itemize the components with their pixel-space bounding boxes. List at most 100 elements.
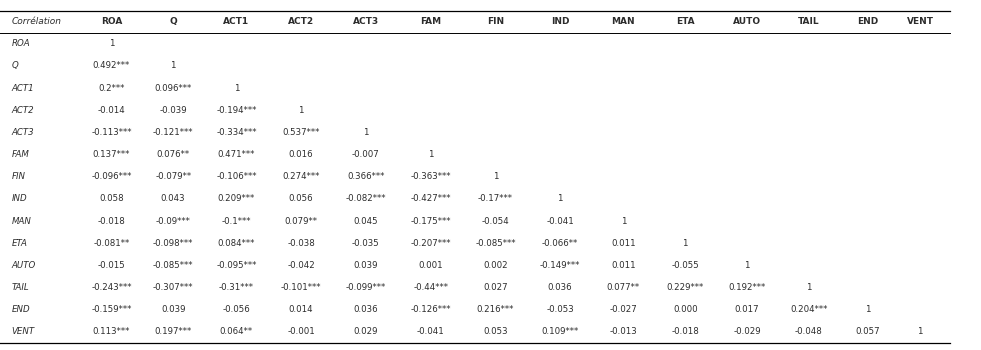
Text: ROA: ROA (101, 17, 122, 26)
Text: -0.081**: -0.081** (93, 239, 129, 248)
Text: 0.011: 0.011 (611, 239, 636, 248)
Text: 1: 1 (492, 172, 498, 181)
Text: 1: 1 (745, 261, 749, 270)
Text: ETA: ETA (12, 239, 27, 248)
Text: -0.194***: -0.194*** (216, 106, 257, 115)
Text: -0.041: -0.041 (546, 217, 574, 226)
Text: VENT: VENT (906, 17, 934, 26)
Text: -0.082***: -0.082*** (345, 194, 387, 203)
Text: IND: IND (551, 17, 569, 26)
Text: 0.036: 0.036 (353, 305, 379, 314)
Text: -0.018: -0.018 (97, 217, 126, 226)
Text: -0.307***: -0.307*** (153, 283, 193, 292)
Text: MAN: MAN (611, 17, 636, 26)
Text: 1: 1 (428, 150, 434, 159)
Text: -0.101***: -0.101*** (281, 283, 322, 292)
Text: IND: IND (12, 194, 27, 203)
Text: -0.007: -0.007 (352, 150, 380, 159)
Text: -0.175***: -0.175*** (410, 217, 451, 226)
Text: -0.085***: -0.085*** (475, 239, 516, 248)
Text: ETA: ETA (676, 17, 695, 26)
Text: 0.274***: 0.274*** (283, 172, 320, 181)
Text: -0.054: -0.054 (482, 217, 509, 226)
Text: -0.149***: -0.149*** (540, 261, 581, 270)
Text: 0.079**: 0.079** (284, 217, 318, 226)
Text: MAN: MAN (12, 217, 31, 226)
Text: FAM: FAM (12, 150, 29, 159)
Text: -0.056: -0.056 (223, 305, 250, 314)
Text: -0.126***: -0.126*** (410, 305, 451, 314)
Text: -0.099***: -0.099*** (345, 283, 387, 292)
Text: 0.096***: 0.096*** (155, 84, 191, 93)
Text: 0.001: 0.001 (418, 261, 443, 270)
Text: 0.027: 0.027 (483, 283, 508, 292)
Text: 1: 1 (865, 305, 870, 314)
Text: -0.17***: -0.17*** (478, 194, 513, 203)
Text: -0.079**: -0.079** (155, 172, 191, 181)
Text: -0.055: -0.055 (671, 261, 699, 270)
Text: 0.537***: 0.537*** (283, 128, 320, 137)
Text: 0.002: 0.002 (483, 261, 508, 270)
Text: FIN: FIN (487, 17, 504, 26)
Text: 1: 1 (233, 84, 239, 93)
Text: 0.039: 0.039 (354, 261, 378, 270)
Text: 0.057: 0.057 (855, 327, 880, 336)
Text: 0.471***: 0.471*** (218, 150, 255, 159)
Text: -0.363***: -0.363*** (410, 172, 451, 181)
Text: -0.018: -0.018 (671, 327, 699, 336)
Text: -0.027: -0.027 (609, 305, 638, 314)
Text: 0.058: 0.058 (99, 194, 124, 203)
Text: 0.056: 0.056 (288, 194, 314, 203)
Text: -0.098***: -0.098*** (153, 239, 193, 248)
Text: 0.076**: 0.076** (157, 150, 189, 159)
Text: -0.035: -0.035 (352, 239, 380, 248)
Text: END: END (857, 17, 878, 26)
Text: -0.334***: -0.334*** (216, 128, 257, 137)
Text: 1: 1 (806, 283, 811, 292)
Text: ACT3: ACT3 (12, 128, 34, 137)
Text: ACT1: ACT1 (12, 84, 34, 93)
Text: 1: 1 (621, 217, 626, 226)
Text: ACT3: ACT3 (353, 17, 379, 26)
Text: -0.427***: -0.427*** (410, 194, 451, 203)
Text: 0.039: 0.039 (161, 305, 185, 314)
Text: 0.113***: 0.113*** (92, 327, 130, 336)
Text: -0.31***: -0.31*** (219, 283, 254, 292)
Text: 0.209***: 0.209*** (218, 194, 255, 203)
Text: 0.109***: 0.109*** (542, 327, 579, 336)
Text: -0.038: -0.038 (287, 239, 315, 248)
Text: -0.159***: -0.159*** (91, 305, 131, 314)
Text: -0.44***: -0.44*** (413, 283, 448, 292)
Text: 0.064**: 0.064** (220, 327, 253, 336)
Text: -0.106***: -0.106*** (216, 172, 257, 181)
Text: -0.048: -0.048 (795, 327, 823, 336)
Text: 0.492***: 0.492*** (93, 61, 129, 70)
Text: 1: 1 (298, 106, 304, 115)
Text: -0.113***: -0.113*** (91, 128, 131, 137)
Text: 0.045: 0.045 (353, 217, 379, 226)
Text: -0.207***: -0.207*** (410, 239, 451, 248)
Text: -0.053: -0.053 (546, 305, 574, 314)
Text: ACT2: ACT2 (288, 17, 314, 26)
Text: FIN: FIN (12, 172, 26, 181)
Text: TAIL: TAIL (798, 17, 820, 26)
Text: ACT1: ACT1 (224, 17, 249, 26)
Text: -0.243***: -0.243*** (91, 283, 131, 292)
Text: END: END (12, 305, 30, 314)
Text: ACT2: ACT2 (12, 106, 34, 115)
Text: -0.085***: -0.085*** (153, 261, 193, 270)
Text: 0.2***: 0.2*** (98, 84, 125, 93)
Text: 0.043: 0.043 (161, 194, 185, 203)
Text: -0.066**: -0.066** (542, 239, 578, 248)
Text: 0.029: 0.029 (354, 327, 378, 336)
Text: FAM: FAM (420, 17, 441, 26)
Text: 1: 1 (363, 128, 369, 137)
Text: -0.096***: -0.096*** (91, 172, 131, 181)
Text: 0.084***: 0.084*** (218, 239, 255, 248)
Text: Q: Q (12, 61, 19, 70)
Text: 0.366***: 0.366*** (347, 172, 385, 181)
Text: Corrélation: Corrélation (12, 17, 62, 26)
Text: 1: 1 (171, 61, 176, 70)
Text: 0.011: 0.011 (611, 261, 636, 270)
Text: VENT: VENT (12, 327, 35, 336)
